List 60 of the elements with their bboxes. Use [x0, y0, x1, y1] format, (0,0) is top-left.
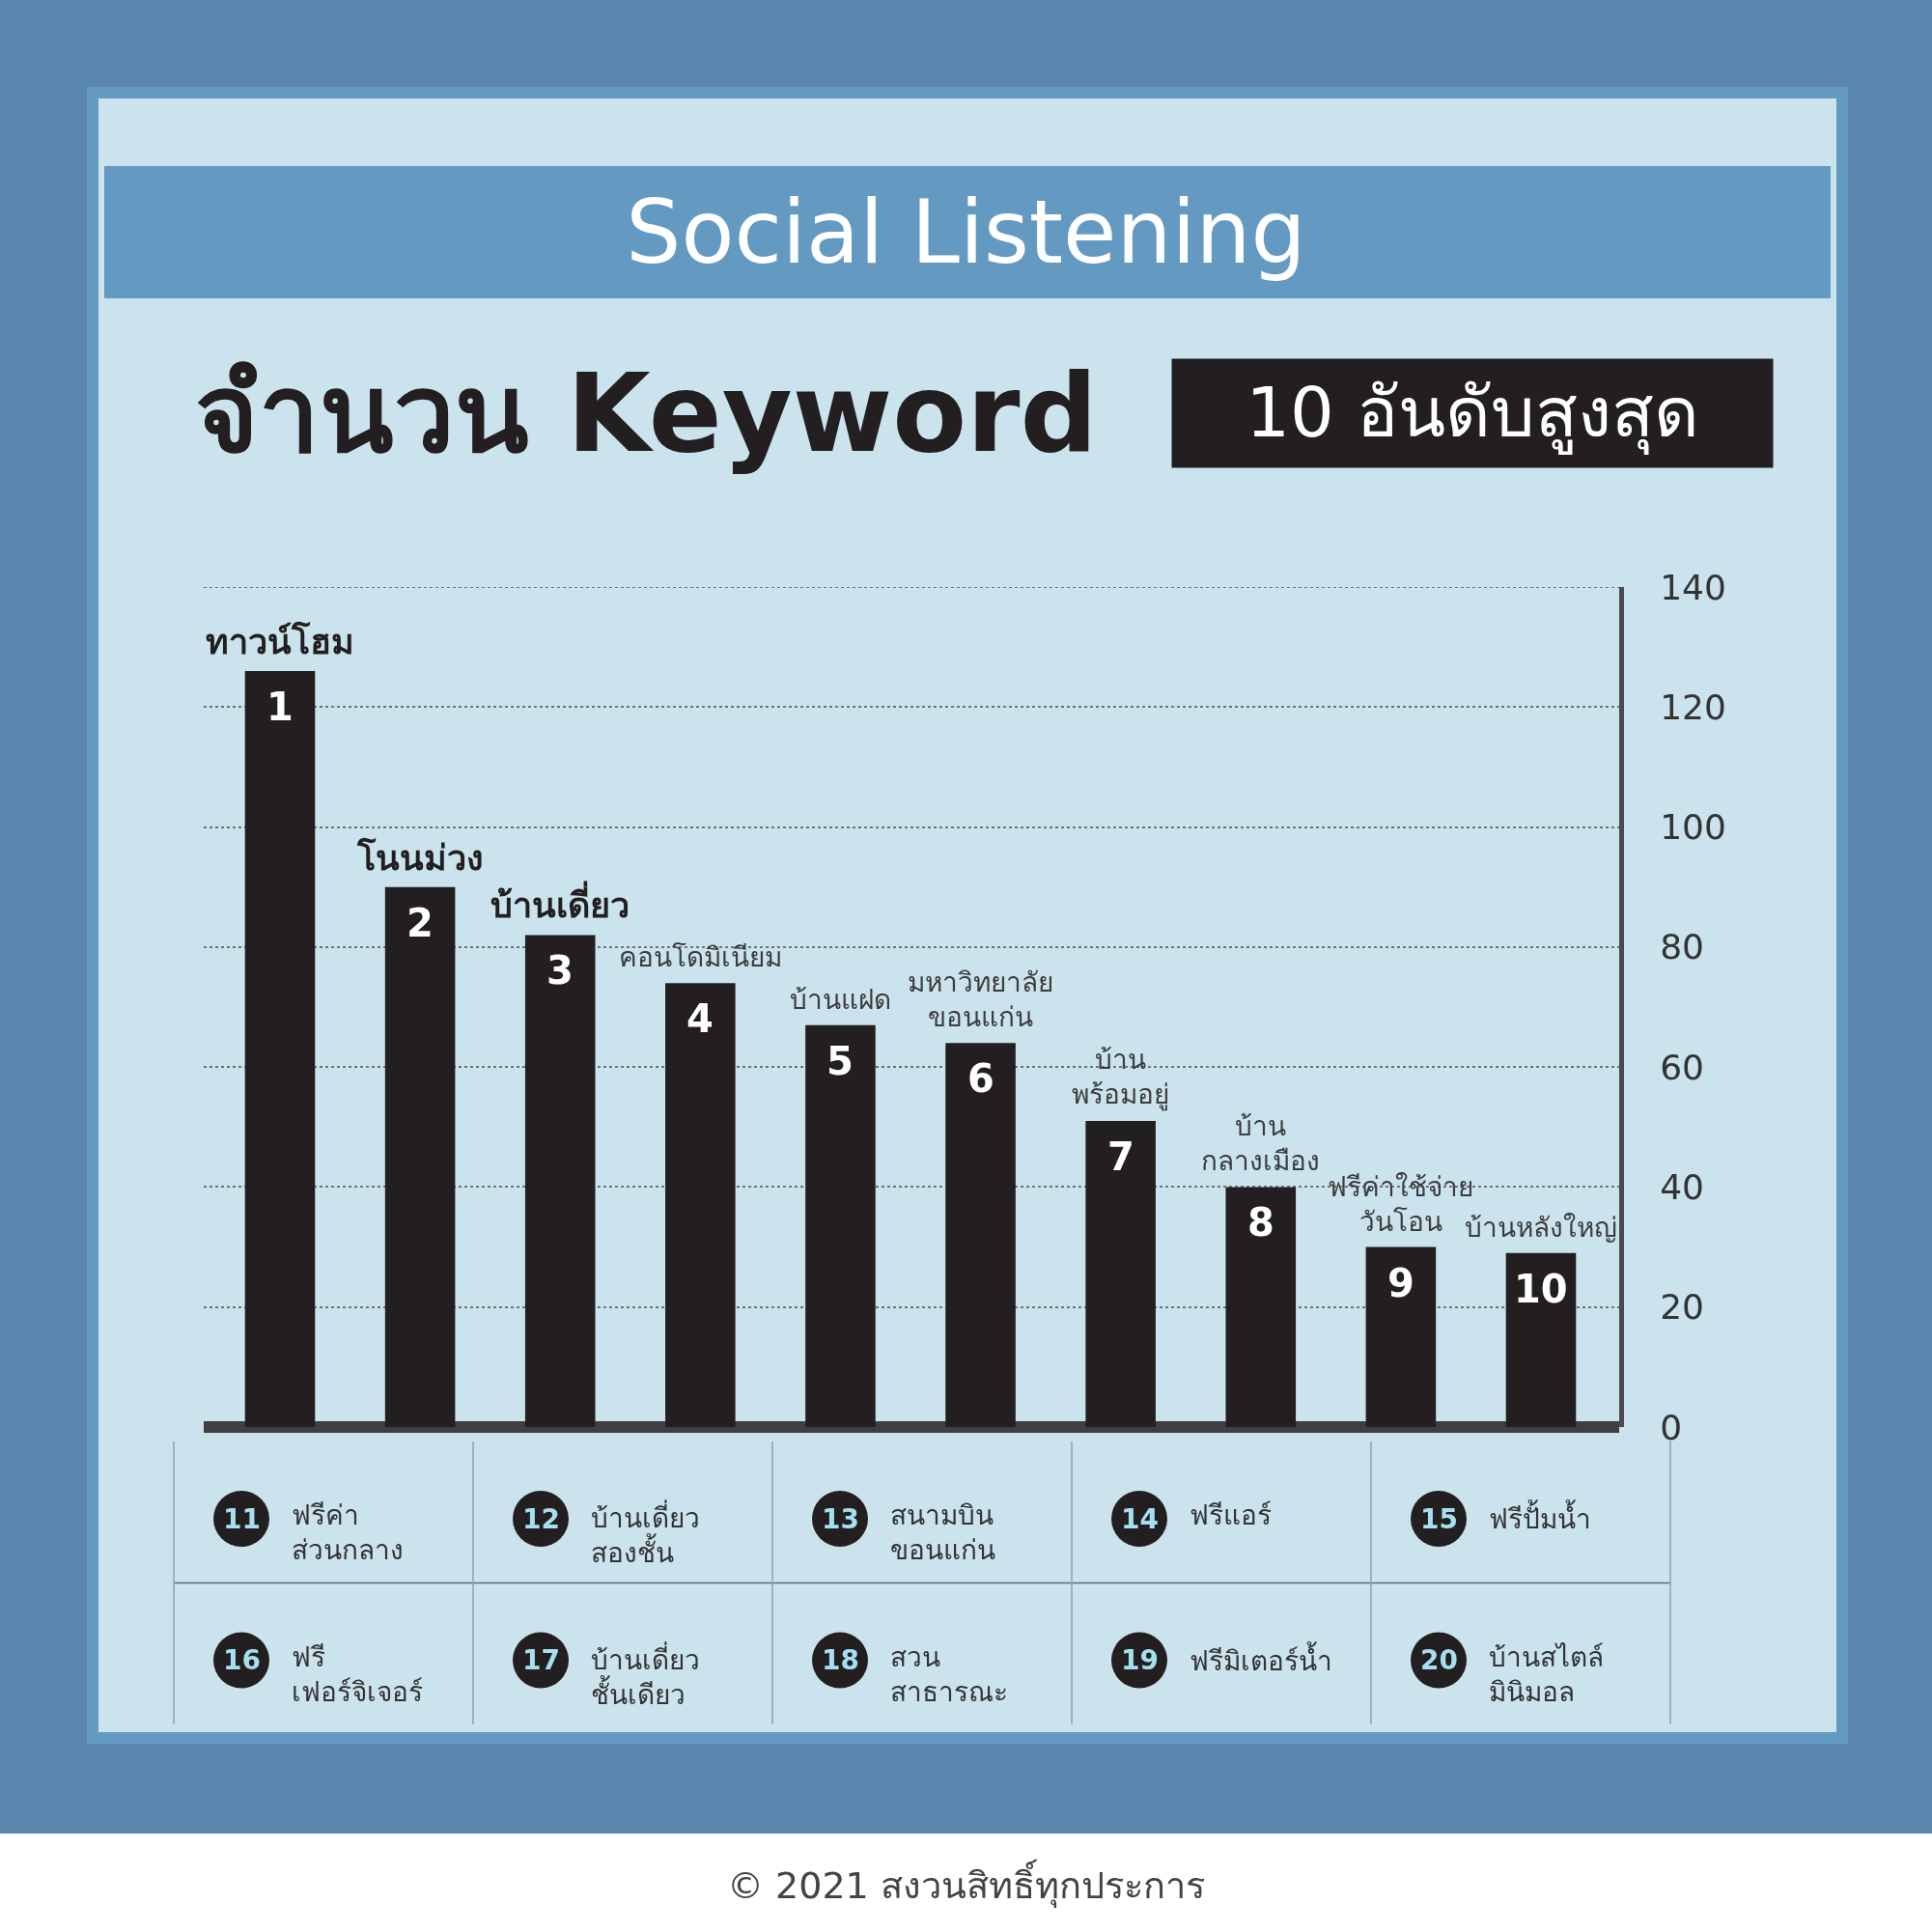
text: บ้านเดี่ยว สองชั้น	[591, 1499, 700, 1570]
chart-title: Social Listening	[626, 181, 1306, 283]
annotation: 7	[1107, 1134, 1134, 1179]
bar	[524, 935, 596, 1427]
x-tick-label: บ้านแฝด	[790, 984, 891, 1016]
text: 18	[822, 1644, 859, 1676]
bar	[244, 671, 316, 1427]
bar	[1085, 1121, 1156, 1427]
bar	[1365, 1246, 1437, 1427]
annotation: 9	[1387, 1261, 1414, 1305]
text: 10 อันดับสูงสุด	[1246, 372, 1699, 455]
bar	[384, 886, 456, 1427]
text: ฟรีแอร์	[1190, 1499, 1272, 1531]
text: 20	[1420, 1644, 1458, 1676]
y-tick-label: 140	[1660, 567, 1726, 607]
text: 12	[522, 1503, 560, 1535]
text: 14	[1121, 1503, 1159, 1535]
annotation: 4	[686, 996, 714, 1041]
annotation: 5	[826, 1039, 854, 1083]
text: 19	[1121, 1644, 1159, 1676]
text: ฟรี เฟอร์จิเจอร์	[292, 1641, 423, 1709]
annotation: 2	[406, 901, 434, 945]
annotation: 6	[967, 1056, 994, 1101]
text: © 2021 สงวนสิทธิ์ทุกประการ	[727, 1859, 1205, 1908]
x-tick-label: คอนโดมิเนียม	[619, 941, 782, 973]
x-tick-label: บ้าน กลางเมือง	[1201, 1110, 1320, 1178]
bar	[945, 1043, 1016, 1427]
bar	[665, 983, 736, 1427]
bar	[1225, 1187, 1297, 1427]
text: บ้านเดี่ยว ชั้นเดียว	[591, 1641, 700, 1712]
bar	[805, 1024, 876, 1427]
text: 11	[223, 1503, 261, 1535]
chart-subtitle: จำนวน Keyword	[195, 350, 1098, 476]
annotation: 10	[1514, 1267, 1568, 1311]
annotation: 1	[266, 685, 294, 729]
x-tick-label: ทาวน์โฮม	[206, 621, 354, 661]
x-tick-label: บ้าน พร้อมอยู่	[1072, 1044, 1169, 1112]
y-tick-label: 100	[1660, 807, 1726, 848]
x-tick-label: มหาวิทยาลัย ขอนแก่น	[908, 966, 1053, 1034]
text: 15	[1420, 1503, 1458, 1535]
x-tick-label: โนนม่วง	[356, 837, 484, 878]
annotation: 3	[546, 948, 574, 993]
text: สวน สาธารณะ	[890, 1641, 1008, 1709]
text: 16	[223, 1644, 261, 1676]
text: ฟรีมิเตอร์น้ำ	[1190, 1641, 1332, 1677]
text: ฟรีปั้มน้ำ	[1489, 1499, 1591, 1535]
y-tick-label: 60	[1660, 1047, 1705, 1087]
bar	[1505, 1252, 1577, 1427]
y-tick-label: 0	[1660, 1407, 1683, 1447]
text: สนามบิน ขอนแก่น	[890, 1499, 995, 1567]
text: ฟรีค่า ส่วนกลาง	[292, 1499, 404, 1567]
x-tick-label: บ้านเดี่ยว	[490, 881, 630, 925]
y-tick-label: 80	[1660, 927, 1705, 967]
text: บ้านสไตล์ มินิมอล	[1489, 1641, 1604, 1709]
annotation: 8	[1247, 1200, 1274, 1245]
y-tick-label: 40	[1660, 1167, 1705, 1208]
text: 17	[522, 1644, 560, 1676]
y-tick-label: 120	[1660, 686, 1726, 727]
text: 13	[822, 1503, 859, 1535]
y-tick-label: 20	[1660, 1287, 1705, 1328]
